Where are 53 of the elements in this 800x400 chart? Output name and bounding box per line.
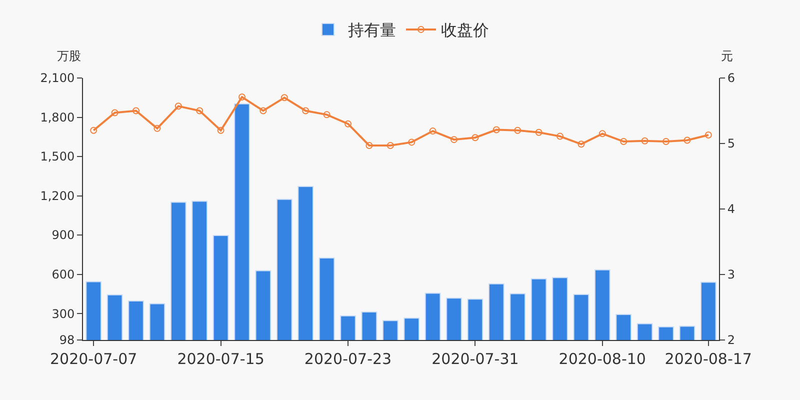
y-tick-label: 1,800	[40, 110, 75, 124]
point	[472, 134, 479, 142]
x-tick-label: 2020-07-15	[177, 350, 264, 368]
point	[280, 94, 288, 102]
point	[514, 126, 522, 134]
point	[366, 142, 373, 149]
x-tick-label: 2020-07-23	[304, 350, 392, 368]
point	[174, 102, 182, 110]
x-tick-label: 2020-08-10	[558, 350, 646, 368]
y-axis-title: 万股	[57, 49, 81, 63]
point	[238, 94, 246, 100]
point	[154, 124, 161, 132]
point	[684, 136, 691, 144]
point	[662, 138, 670, 146]
legend-label: 持有量	[348, 20, 396, 40]
point	[578, 140, 585, 148]
point	[556, 132, 564, 140]
y2-axis-title: 元	[721, 49, 733, 63]
point	[429, 128, 436, 135]
point	[111, 109, 118, 116]
y-tick-label: 600	[52, 268, 75, 282]
point	[598, 130, 606, 138]
x-tick-label: 2020-07-31	[432, 350, 519, 368]
y-tick-label: 300	[52, 306, 75, 321]
point	[535, 128, 542, 136]
y2-tick-label: 3	[727, 268, 736, 282]
legend-label: 收盘价	[441, 20, 489, 40]
point	[386, 142, 394, 149]
point	[641, 137, 648, 144]
point	[704, 131, 712, 138]
y2-tick-label: 5	[727, 136, 736, 151]
point	[492, 126, 500, 134]
point	[260, 107, 267, 114]
point	[620, 138, 628, 146]
point	[302, 107, 310, 114]
y-tick-label: 98	[59, 333, 75, 348]
y2-tick-label: 4	[727, 202, 736, 216]
point	[132, 107, 140, 114]
x-tick-label: 2020-08-17	[664, 350, 752, 368]
y-tick-label: 2,100	[40, 71, 75, 86]
point	[217, 126, 224, 134]
y2-tick-label: 2	[727, 333, 736, 348]
point	[344, 120, 352, 128]
point	[196, 107, 204, 114]
x-tick-label: 2020-07-07	[50, 350, 138, 368]
point	[408, 138, 416, 146]
y-tick-label: 1,500	[40, 150, 75, 164]
y-tick-label: 900	[52, 228, 75, 242]
point	[323, 111, 330, 118]
point	[90, 126, 98, 134]
point	[450, 136, 458, 144]
y-tick-label: 1,200	[40, 188, 75, 203]
y2-tick-label: 6	[727, 71, 736, 86]
